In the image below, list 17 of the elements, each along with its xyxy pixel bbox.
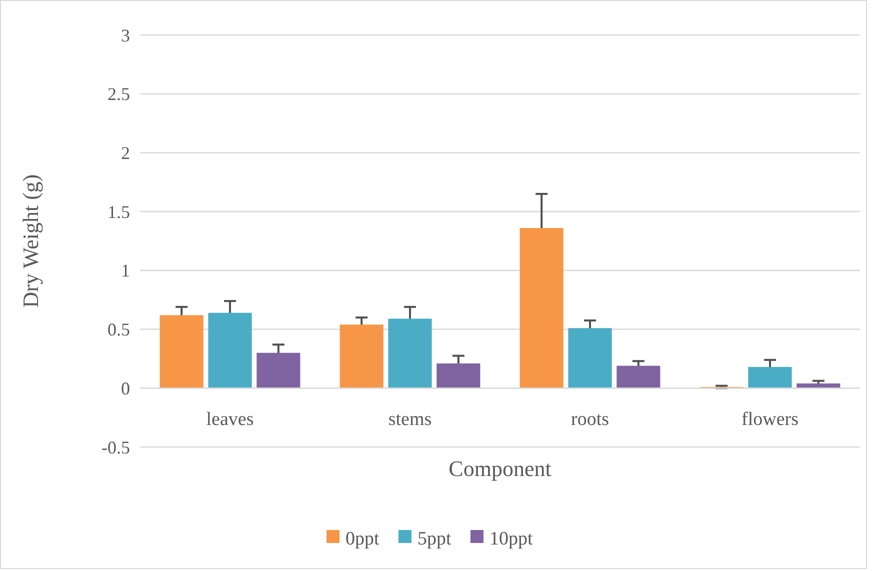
legend-label: 10ppt (490, 528, 534, 550)
y-tick-label: 2 (121, 143, 130, 164)
legend-label: 5ppt (418, 528, 452, 550)
x-tick-label: stems (388, 409, 432, 430)
x-tick-label: flowers (742, 409, 798, 430)
y-tick-label: 1.5 (108, 202, 130, 222)
y-axis-title: Dry Weight (g) (18, 174, 43, 308)
x-tick-label: roots (571, 409, 609, 430)
y-tick-label: 0.5 (108, 320, 130, 340)
x-axis-title: Component (448, 456, 552, 481)
x-tick-label: leaves (206, 409, 254, 430)
y-tick-label: -0.5 (102, 437, 130, 458)
y-tick-label: 0 (121, 378, 130, 398)
y-tick-label: 3 (121, 25, 130, 46)
y-tick-label: 1 (121, 260, 130, 281)
legend-label: 0ppt (346, 528, 380, 550)
y-tick-label: 2.5 (108, 84, 130, 104)
